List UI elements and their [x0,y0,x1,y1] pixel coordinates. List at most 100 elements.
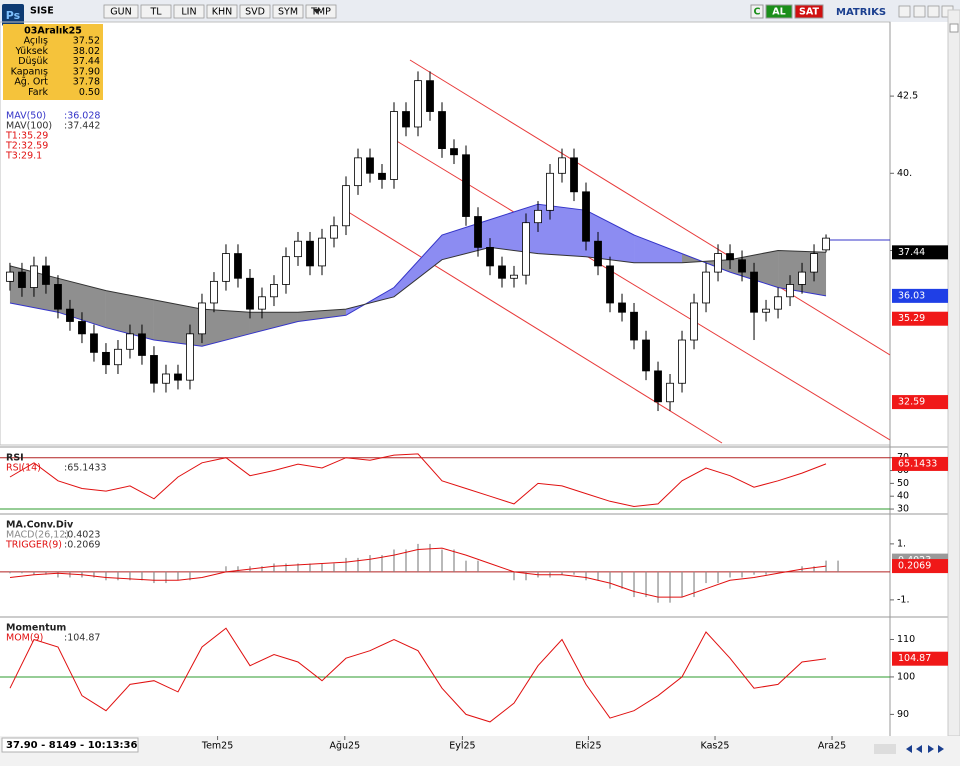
candle-body [378,172,386,180]
candle-body [306,240,314,267]
value-tag-label: 65.1433 [898,458,937,469]
y-tick-label: 100 [897,671,915,682]
candle-body [78,321,86,335]
candle-body [522,222,530,276]
candle-body [810,253,818,273]
candle-body [618,302,626,313]
toolbar-flag-label: C [754,7,761,18]
panel-title: Momentum [6,623,66,634]
info-rows: Açılış 37.52 Yüksek 38.02 Düşük 37.44 Kapanış 3… [11,36,100,99]
scroll-up[interactable] [949,23,959,33]
candle-body [486,246,494,267]
legend-name: MACD(26,12) [6,530,69,541]
info-value: 37.44 [73,56,100,67]
toolbar-button[interactable] [239,4,271,19]
y-tick-label: 110 [897,634,915,645]
candle-body [6,271,14,282]
candle-body [390,111,398,180]
legend-value: :104.87 [64,633,100,644]
candle-body [510,274,518,279]
candle-body [354,157,362,187]
toolbar-flag[interactable] [794,4,824,19]
target-label: T1:35.29 [5,131,48,142]
value-tag [892,245,948,260]
info-value: 37.78 [73,77,100,88]
candle-body [150,355,158,384]
toolbar-button[interactable] [272,4,304,19]
x-tick-label: Ara25 [818,741,846,752]
y-tick-label: 40 [897,491,909,502]
candle-body [222,253,230,282]
toolbar-flag[interactable] [765,4,793,19]
channel-middle [394,139,891,441]
toolbar-button-label: SYM [278,7,298,18]
x-tick-label: Kas25 [701,741,730,752]
candle-body [198,302,206,335]
plot-layers: Tem25 Ağu25 Eyl25 Eki25 Kas25 Ara25 42.5 40. 37.… [0,71,948,752]
candle-body [330,225,338,239]
value-tag [892,395,948,410]
candle-body [474,216,482,248]
y-tick-label: 42.5 [897,91,918,102]
legend-value: :0.4023 [64,530,100,541]
candle-body [594,240,602,267]
candle-body [318,237,326,267]
candle-body [18,271,26,288]
candle-body [546,172,554,211]
toolbar-button[interactable] [206,4,238,19]
status-bar [0,736,960,766]
scroll-thumb[interactable] [874,744,896,754]
window-button[interactable] [898,5,911,18]
status-text: 37.90 - 8149 - 10:13:36 [6,740,137,751]
legend-name: RSI(14) [6,463,41,474]
ma-cloud [538,204,587,257]
x-tick-label: Ağu25 [329,741,360,752]
panel-title: RSI [6,453,24,464]
toolbar-button[interactable] [173,4,205,19]
value-tag [892,559,948,574]
app-icon[interactable] [2,4,24,26]
candle-body [666,382,674,403]
candle-body [678,339,686,384]
ma-cloud [297,309,346,322]
info-label: Kapanış [11,66,48,77]
toolbar-button[interactable] [305,4,337,19]
candle-body [414,80,422,128]
toolbar-flag[interactable] [750,4,764,19]
info-value: 0.50 [79,87,100,98]
value-tag [892,651,948,666]
candle-body [606,265,614,304]
channel-upper [409,59,891,356]
value-tag [892,288,948,303]
toolbar-flag-label: AL [772,7,785,18]
candle-body [186,333,194,381]
candle-body [642,339,650,372]
window-button[interactable] [927,5,940,18]
indicator-line [9,453,827,508]
candle-body [66,308,74,322]
candle-body [282,256,290,285]
toolbar-button[interactable] [103,4,139,19]
info-label: Ağ. Ort [14,77,48,88]
candle-body [726,253,734,261]
status-box [1,737,139,753]
legend-name: MOM(9) [6,633,43,644]
candle-body [762,308,770,313]
value-tag [892,456,948,471]
y-tick-label: 30 [897,504,909,515]
symbol: SISE [30,6,54,17]
candle-body [174,373,182,381]
legend-value: :37.442 [64,121,100,132]
y-tick-label: 1. [897,538,906,549]
candle-body [402,111,410,128]
candle-body [786,284,794,298]
scrollbar[interactable] [947,9,960,737]
candle-body [126,333,134,350]
window-button[interactable] [913,5,926,18]
dropdown[interactable] [313,9,321,14]
toolbar-button[interactable] [140,4,172,19]
value-tag-label: 32.59 [898,397,925,408]
y-tick-label: -1. [897,594,910,605]
candle-body [774,296,782,310]
